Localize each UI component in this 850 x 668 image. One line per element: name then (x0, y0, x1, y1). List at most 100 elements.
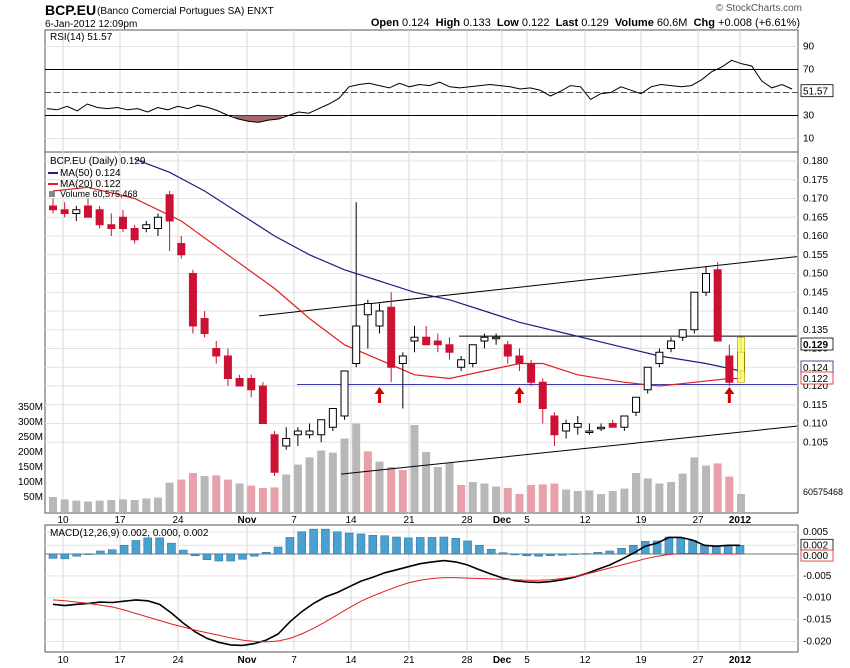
x-tick-label: 24 (172, 655, 184, 666)
x-tick-label: 7 (291, 515, 297, 526)
candle-down (515, 355, 524, 364)
macd-line (52, 536, 740, 647)
macd-histogram-bar (415, 537, 425, 555)
macd-signal-box (800, 549, 834, 562)
x-tick-label: 27 (692, 515, 704, 526)
macd-tick-label: -0.005 (803, 571, 832, 582)
candle-up (597, 426, 606, 430)
exchange-label: ENXT (247, 6, 274, 17)
candle-down (188, 273, 197, 327)
volume-bar (515, 494, 524, 512)
price-tick-label: 0.155 (803, 250, 828, 261)
candle-down (60, 209, 69, 214)
macd-histogram-bar (226, 553, 235, 562)
macd-histogram-bar (321, 528, 330, 555)
candle-up (573, 423, 582, 428)
price-title: BCP.EU (Daily) 0.129 (50, 156, 146, 167)
price-tick-label: 0.175 (803, 175, 828, 186)
candle-up (410, 336, 419, 342)
macd-signal-label: 0.000 (803, 551, 828, 562)
macd-histogram-bar (60, 553, 70, 560)
volume-bar (130, 500, 139, 512)
price-tick-label: 0.150 (803, 269, 828, 280)
volume-bar (83, 501, 92, 512)
volume-bar (60, 499, 69, 512)
candle-down (538, 381, 547, 409)
volume-bar (608, 491, 617, 512)
chart-header: BCP.EU (Banco Comercial Portugues SA) EN… (0, 0, 850, 30)
up-arrow-marker (517, 393, 521, 403)
company-label: (Banco Comercial Portugues SA) (97, 6, 245, 17)
legend-volume-swatch (49, 191, 55, 197)
candle-down (212, 348, 221, 357)
candle-up (585, 430, 594, 433)
candle-up (317, 419, 326, 436)
volume-last-label: 60575468 (803, 487, 843, 497)
candle-down (608, 423, 617, 428)
candle-down (177, 243, 186, 256)
macd-histogram-bar (404, 537, 413, 555)
volume-tick-label: 100M (18, 477, 43, 488)
volume-bar (655, 483, 664, 512)
candle-up (293, 430, 302, 436)
volume-bar (398, 470, 407, 512)
macd-histogram-bar (368, 534, 378, 555)
high-value: 0.133 (463, 17, 491, 29)
volume-bar (352, 423, 361, 512)
volume-bar (375, 461, 384, 512)
candle-up (142, 224, 151, 229)
candle-up (457, 359, 466, 368)
x-tick-label: 5 (524, 655, 530, 666)
candle-down (258, 385, 267, 424)
macd-histogram-bar (202, 553, 212, 560)
x-tick-label: 5 (524, 515, 530, 526)
candle-up (328, 408, 337, 428)
trendline-upper (258, 256, 798, 317)
macd-histogram-bar (380, 535, 389, 555)
price-tick-label: 0.105 (803, 437, 828, 448)
macd-histogram-bar (107, 549, 117, 555)
candle-up (492, 336, 501, 340)
price-tick-label: 0.120 (803, 381, 828, 392)
candle-down (433, 340, 442, 346)
volume-bar (678, 473, 687, 512)
volume-tick-label: 150M (18, 462, 43, 473)
macd-histogram-bar (487, 548, 496, 555)
volume-bar (177, 479, 186, 512)
x-tick-label: 24 (172, 515, 184, 526)
volume-bar (480, 483, 489, 512)
volume-bar (632, 473, 641, 512)
x-tick-label: 27 (692, 655, 704, 666)
up-arrow-marker (514, 387, 525, 394)
candle-up (468, 344, 477, 364)
macd-histogram-bar (392, 536, 401, 555)
macd-histogram-bar (546, 553, 555, 557)
price-value-box (800, 371, 834, 385)
low-value: 0.122 (521, 17, 550, 29)
volume-bar (107, 500, 116, 512)
macd-histogram-bar (463, 540, 472, 555)
macd-histogram-bar (451, 538, 460, 555)
candle-down (200, 318, 209, 334)
x-tick-label: Dec (493, 515, 512, 526)
quote-datetime: 6-Jan-2012 12:09pm (45, 19, 138, 30)
volume-bar (527, 485, 536, 512)
macd-tick-label: -0.020 (803, 636, 832, 647)
macd-histogram-bar (723, 545, 733, 555)
macd-title: MACD(12,26,9) 0.002, 0.000, 0.002 (50, 528, 209, 539)
rsi-tick-label: 90 (803, 42, 815, 53)
volume-bar (433, 467, 442, 512)
volume-bar (72, 500, 81, 512)
x-tick-label: 10 (57, 515, 69, 526)
rsi-title: RSI(14) 51.57 (50, 32, 113, 43)
volume-bar (49, 497, 57, 512)
open-label: Open (370, 17, 399, 29)
high-label: High (435, 17, 461, 29)
volume-bar (293, 464, 302, 512)
price-tick-label: 0.160 (803, 231, 828, 242)
volume-bar (737, 494, 745, 512)
volume-tick-label: 50M (24, 492, 43, 503)
macd-histogram-bar (119, 545, 129, 555)
up-arrow-marker (727, 393, 731, 403)
